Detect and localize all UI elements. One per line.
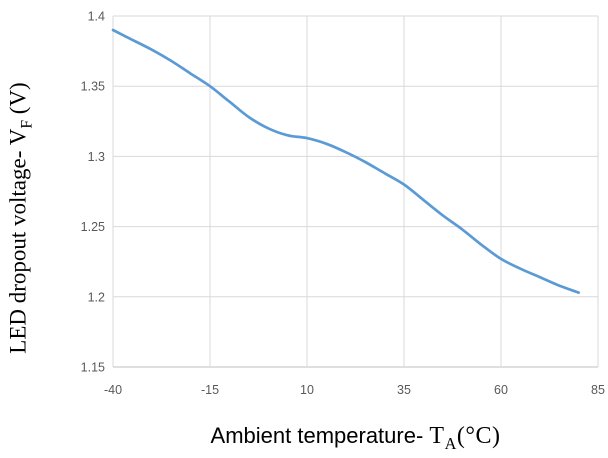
- y-axis-title-unit: (V): [5, 82, 31, 120]
- y-tick-label: 1.4: [88, 10, 105, 24]
- y-tick-label: 1.25: [81, 220, 105, 234]
- y-axis-title-text: LED dropout voltage- V: [5, 128, 31, 354]
- x-tick-label: 10: [300, 383, 314, 397]
- x-tick-label: -15: [201, 383, 219, 397]
- x-tick-label: 35: [397, 383, 411, 397]
- x-tick-label: 60: [494, 383, 508, 397]
- y-axis-title-subscript: F: [18, 119, 36, 129]
- data-series-line: [111, 28, 580, 294]
- x-axis-title-unit: (°C): [456, 423, 501, 449]
- x-tick-label: -40: [104, 383, 122, 397]
- y-tick-label: 1.3: [88, 150, 105, 164]
- y-tick-label: 1.35: [81, 80, 105, 94]
- x-axis-title-subscript: A: [444, 433, 457, 453]
- y-axis-title: LED dropout voltage- VF (V): [0, 33, 42, 403]
- y-tick-label: 1.15: [81, 361, 105, 375]
- x-axis-title-text: Ambient temperature-: [210, 423, 430, 448]
- x-axis-title: Ambient temperature- TA(°C): [113, 423, 598, 454]
- y-tick-label: 1.2: [88, 290, 105, 304]
- x-tick-label: 85: [591, 383, 605, 397]
- x-axis-title-symbol: T: [429, 423, 445, 449]
